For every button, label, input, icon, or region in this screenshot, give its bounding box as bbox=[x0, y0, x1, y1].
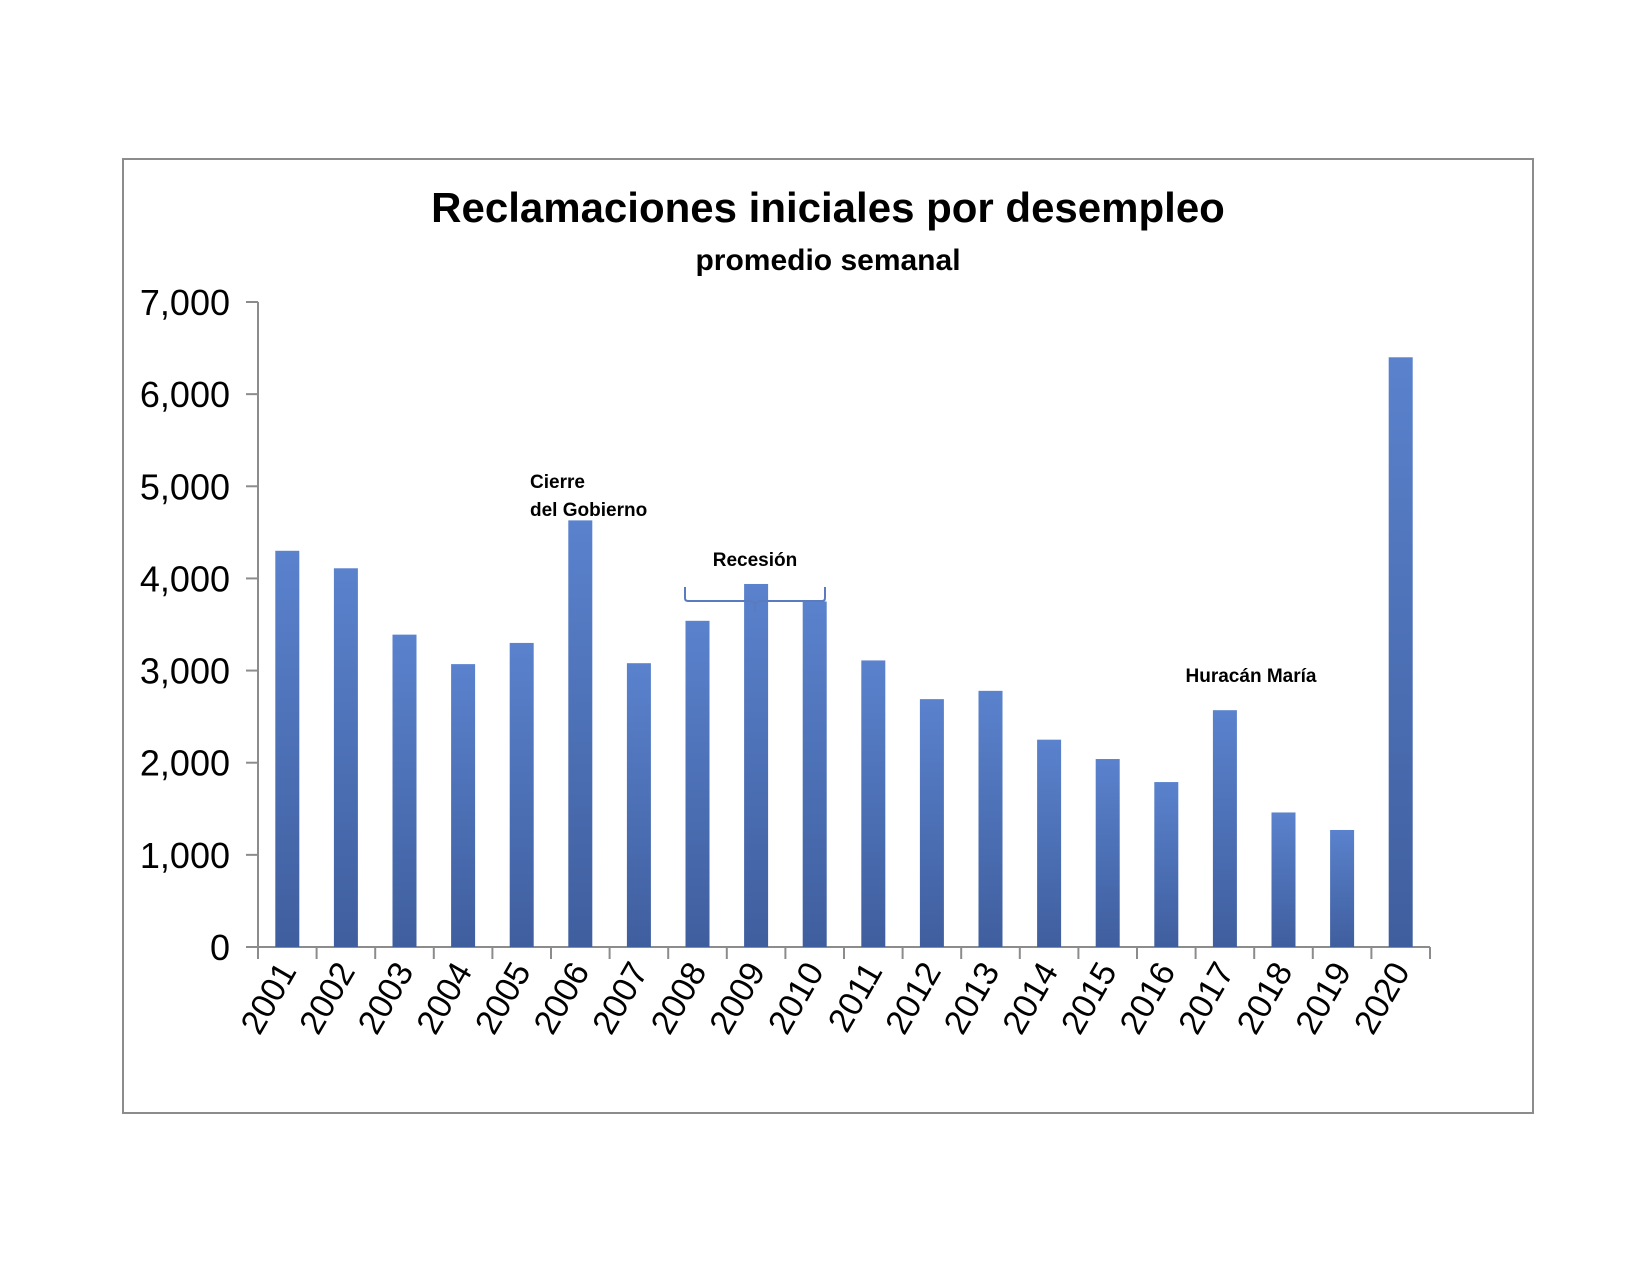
y-tick-label: 2,000 bbox=[140, 743, 230, 784]
x-tick-label: 2020 bbox=[1347, 956, 1418, 1041]
y-tick-label: 3,000 bbox=[140, 651, 230, 692]
recession-bracket bbox=[684, 587, 826, 612]
annotation-shutdown-line1: Cierre bbox=[530, 472, 585, 493]
x-tick-label: 2015 bbox=[1054, 956, 1125, 1041]
x-tick-label: 2019 bbox=[1288, 956, 1359, 1041]
x-tick-label: 2005 bbox=[468, 956, 539, 1041]
y-tick-label: 5,000 bbox=[140, 466, 230, 507]
x-tick-label: 2010 bbox=[761, 956, 832, 1041]
bar-2009 bbox=[744, 583, 769, 947]
x-tick-label: 2013 bbox=[937, 956, 1008, 1041]
x-tick-label: 2003 bbox=[351, 956, 422, 1041]
bar-2012 bbox=[919, 699, 944, 947]
y-tick-label: 6,000 bbox=[140, 374, 230, 415]
x-tick-label: 2016 bbox=[1112, 956, 1183, 1041]
chart-frame: Reclamaciones iniciales por desempleo pr… bbox=[122, 158, 1534, 1114]
bar-2016 bbox=[1154, 782, 1179, 947]
bar-2004 bbox=[451, 664, 476, 947]
bar-2014 bbox=[1037, 739, 1062, 947]
annotations: Cierre del Gobierno Recesión Huracán Mar… bbox=[530, 472, 1317, 687]
bar-2019 bbox=[1330, 829, 1355, 947]
x-tick-label: 2002 bbox=[292, 956, 363, 1041]
x-tick-label: 2004 bbox=[409, 956, 480, 1041]
x-tick-label: 2017 bbox=[1171, 956, 1242, 1041]
chart-subtitle: promedio semanal bbox=[695, 244, 960, 277]
bar-2015 bbox=[1095, 759, 1120, 947]
x-tick-label: 2007 bbox=[585, 956, 656, 1041]
bar-2006 bbox=[568, 520, 593, 947]
annotation-recession: Recesión bbox=[713, 550, 797, 571]
bar-2010 bbox=[802, 601, 827, 947]
bar-2003 bbox=[392, 634, 417, 947]
x-tick-label: 2008 bbox=[644, 956, 715, 1041]
x-tick-label: 2012 bbox=[878, 956, 949, 1041]
plot-area: 0 1,000 2,000 3,000 4,000 5,000 6,000 7,000 2001… bbox=[140, 282, 1431, 1041]
x-tick-label: 2009 bbox=[702, 956, 773, 1041]
x-tick-label: 2011 bbox=[821, 956, 890, 1038]
y-tick-label: 7,000 bbox=[140, 282, 230, 323]
bar-2020 bbox=[1388, 357, 1413, 947]
bar-2008 bbox=[685, 620, 710, 947]
y-tick-label: 1,000 bbox=[140, 835, 230, 876]
y-tick-label: 4,000 bbox=[140, 558, 230, 599]
y-tick-label: 0 bbox=[210, 927, 230, 968]
bar-chart: Reclamaciones iniciales por desempleo pr… bbox=[140, 184, 1431, 1041]
bar-2011 bbox=[861, 660, 886, 947]
annotation-shutdown-line2: del Gobierno bbox=[530, 500, 647, 521]
bar-2017 bbox=[1212, 710, 1237, 947]
annotation-hurricane: Huracán María bbox=[1186, 666, 1317, 687]
bar-2005 bbox=[509, 642, 534, 947]
bar-2002 bbox=[333, 568, 358, 947]
bar-2018 bbox=[1271, 812, 1296, 947]
bar-2007 bbox=[626, 663, 651, 947]
x-tick-label: 2018 bbox=[1230, 956, 1301, 1041]
chart-title: Reclamaciones iniciales por desempleo bbox=[431, 184, 1225, 231]
bar-2013 bbox=[978, 690, 1003, 947]
bar-2001 bbox=[275, 550, 300, 947]
x-tick-label: 2001 bbox=[233, 956, 304, 1041]
x-tick-label: 2014 bbox=[995, 956, 1066, 1041]
x-tick-label: 2006 bbox=[526, 956, 597, 1041]
